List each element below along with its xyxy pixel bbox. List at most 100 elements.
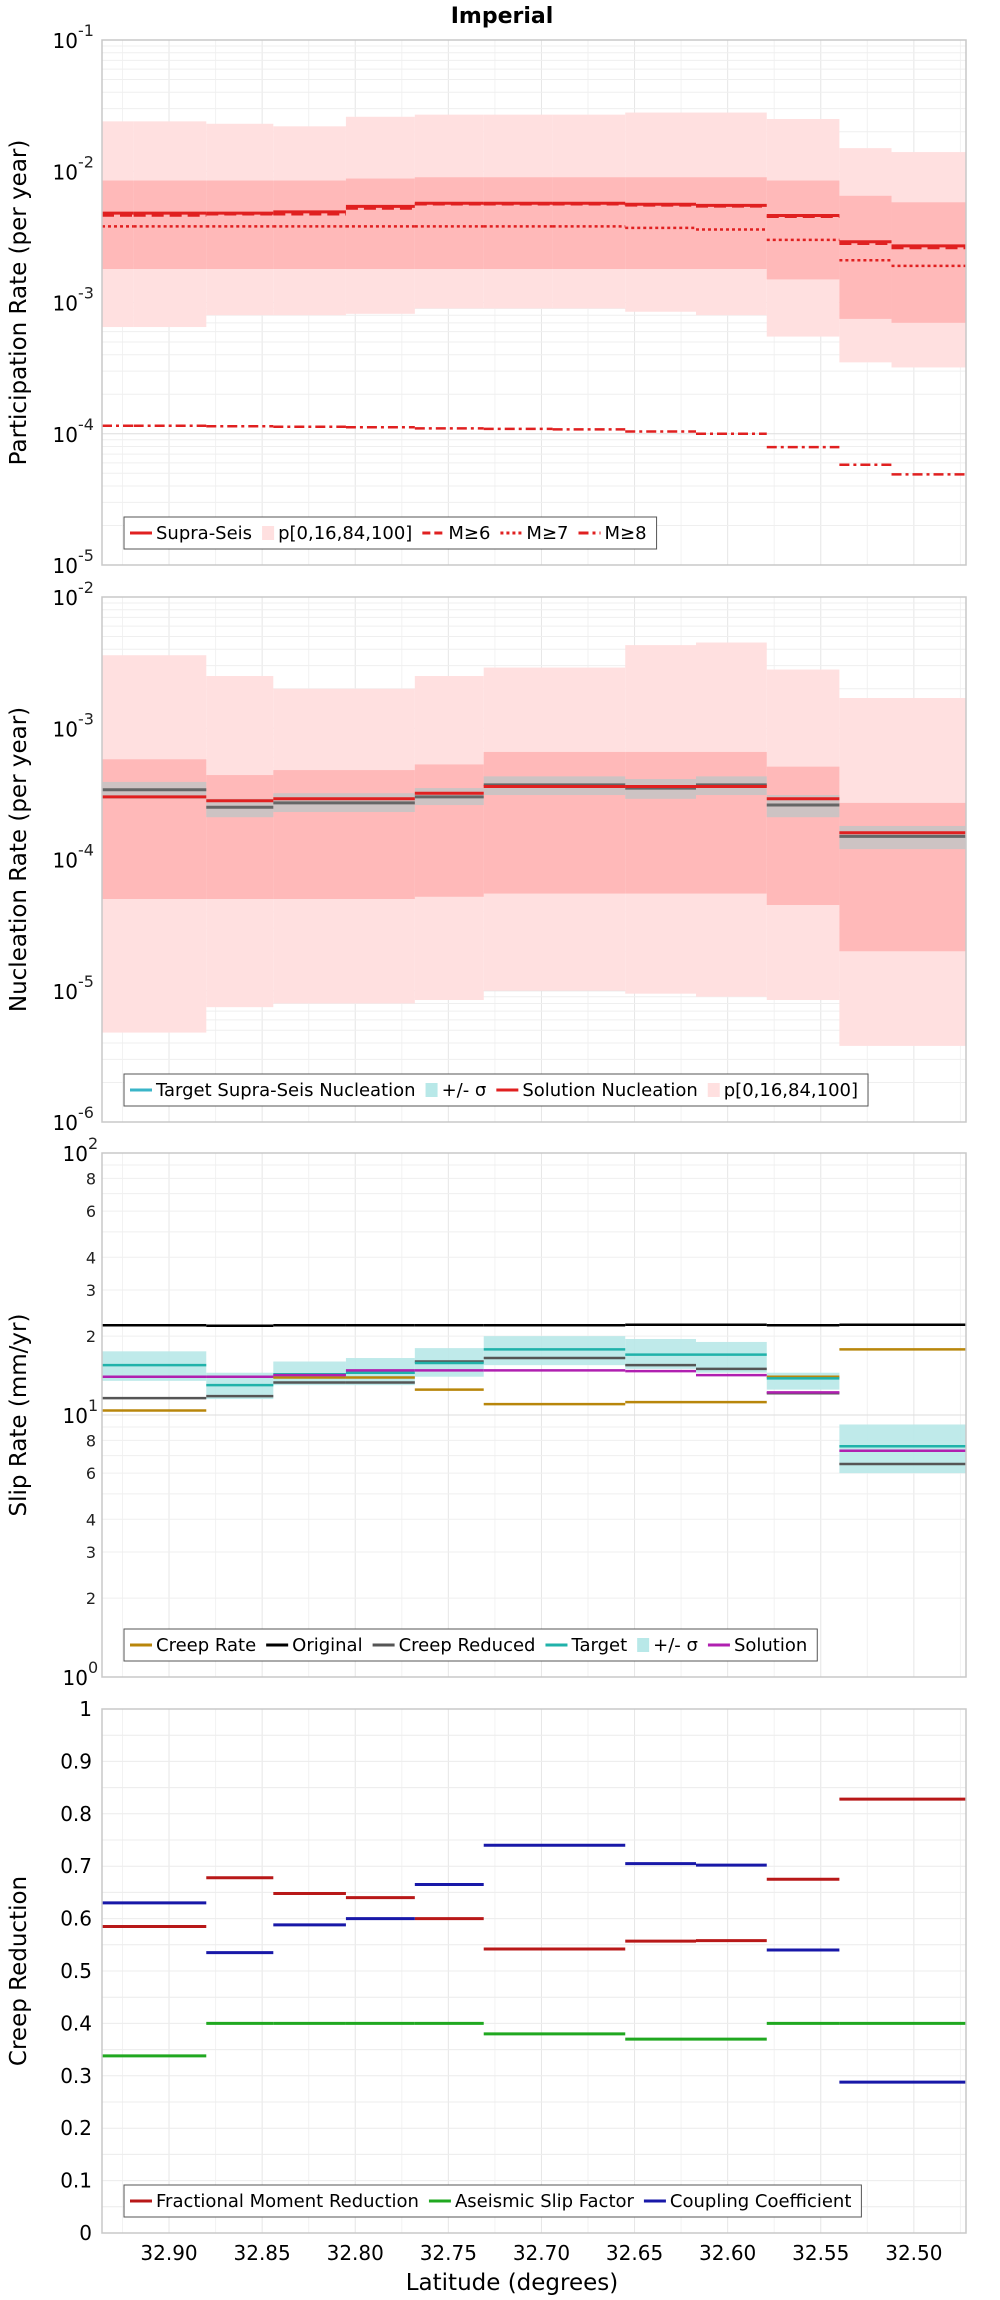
y-tick-label: 10	[63, 1142, 88, 1166]
series-target-supra-seis-nucleation	[102, 783, 966, 838]
y-tick-label: 0.9	[60, 1749, 92, 1773]
series-aseismic-slip-factor	[102, 2021, 966, 2058]
x-tick-label: 32.80	[327, 2241, 384, 2265]
legend-swatch	[262, 526, 275, 540]
legend-item: p[0,16,84,100]	[707, 1080, 858, 1101]
legend-item: Original	[266, 1635, 363, 1656]
grid	[102, 1153, 966, 1678]
x-tick-label: 32.50	[885, 2241, 942, 2265]
y-tick-exponent: 2	[88, 1134, 98, 1153]
y-tick-exponent: -3	[78, 709, 94, 728]
y-tick-exponent: -2	[78, 152, 94, 171]
y-axis-label: Slip Rate (mm/yr)	[6, 1314, 32, 1517]
y-tick-label: 0.6	[60, 1907, 92, 1931]
legend-label: +/- σ	[442, 1080, 487, 1101]
y-tick-label: 0	[79, 2221, 92, 2245]
series-fractional-moment-reduction	[102, 1797, 966, 1951]
y-tick-label: 0.2	[60, 2116, 92, 2140]
legend-item: Solution Nucleation	[496, 1080, 698, 1101]
y-tick-label: 10	[53, 292, 78, 316]
legend-swatch	[707, 1083, 720, 1097]
band-inner	[102, 759, 207, 900]
legend-label: Target	[570, 1635, 627, 1656]
legend-item: Target	[545, 1635, 627, 1656]
y-minor-tick-label: 2	[86, 1589, 96, 1608]
legend-item: M≥7	[500, 523, 569, 544]
series-solution-nucleation	[102, 784, 966, 835]
y-tick-exponent: -4	[78, 841, 94, 860]
band-inner	[133, 180, 207, 269]
y-tick-exponent: 1	[88, 1396, 98, 1415]
band-inner	[273, 180, 346, 269]
y-tick-label: 10	[53, 849, 78, 873]
y-minor-tick-label: 8	[86, 1431, 96, 1450]
plot-frame	[101, 1152, 967, 1678]
legend-label: Creep Rate	[156, 1635, 256, 1656]
x-tick-label: 32.90	[140, 2241, 197, 2265]
band-inner	[625, 177, 696, 269]
legend-item: Creep Reduced	[372, 1635, 536, 1656]
legend-box	[123, 516, 658, 550]
band-inner	[414, 764, 484, 897]
y-tick-label: 0.5	[60, 1959, 92, 1983]
y-ticks: 10-610-510-410-310-2	[53, 578, 94, 1135]
legend-label: Coupling Coefficient	[670, 2191, 851, 2212]
y-tick-exponent: 0	[88, 1658, 98, 1677]
y-tick-label: 10	[63, 1404, 88, 1428]
band-inner	[414, 177, 484, 269]
legend: Fractional Moment Reduction Aseismic Slip…	[123, 2184, 862, 2218]
y-tick-exponent: -1	[78, 21, 94, 40]
legend-label: Creep Reduced	[399, 1635, 536, 1656]
y-tick-label: 10	[53, 423, 78, 447]
y-minor-tick-label: 4	[86, 1248, 96, 1267]
band-inner	[696, 177, 767, 269]
band-inner	[206, 180, 274, 269]
band-inner	[483, 177, 553, 269]
plot-frame	[101, 1708, 967, 2234]
band-sigma	[766, 1372, 840, 1390]
legend-item: Aseismic Slip Factor	[428, 2191, 635, 2212]
legend-item: +/- σ	[637, 1635, 698, 1656]
legend-item: p[0,16,84,100]	[262, 523, 412, 544]
series-original	[102, 1323, 966, 1328]
legend-item: Creep Rate	[130, 1635, 256, 1656]
legend-box	[123, 1073, 869, 1107]
legend-label: Supra-Seis	[156, 523, 252, 544]
legend-swatch	[425, 1083, 438, 1097]
band-inner	[625, 751, 696, 894]
legend-item: Target Supra-Seis Nucleation	[130, 1080, 416, 1101]
band-inner	[839, 802, 966, 952]
y-ticks: 0 0.1 0.2 0.3 0.4 0.5 0.6 0.7 0.8 0.9 1	[60, 1697, 92, 2245]
y-tick-label: 1	[79, 1697, 92, 1721]
data-layer	[102, 1797, 966, 2084]
y-tick-exponent: -6	[78, 1103, 94, 1122]
legend-item: Fractional Moment Reduction	[130, 2191, 419, 2212]
y-tick-label: 0.4	[60, 2011, 92, 2035]
legend-label: Fractional Moment Reduction	[156, 2191, 419, 2212]
series-m-7	[102, 225, 966, 268]
legend-item: M≥6	[422, 523, 490, 544]
series-coupling-coefficient	[102, 1843, 966, 2084]
y-tick-exponent: -5	[78, 546, 94, 565]
y-minor-tick-label: 6	[86, 1202, 96, 1221]
y-tick-label: 10	[53, 1111, 78, 1135]
band-inner	[891, 202, 966, 323]
y-tick-label: 10	[53, 586, 78, 610]
band-inner	[696, 751, 767, 894]
x-tick-label: 32.70	[513, 2241, 570, 2265]
y-minor-tick-label: 3	[86, 1281, 96, 1300]
legend-label: M≥8	[605, 523, 647, 544]
y-tick-label: 0.1	[60, 2169, 92, 2193]
x-ticks: 32.90 32.85 32.80 32.75 32.70 32.65 32.60 32.55…	[140, 2241, 942, 2265]
series-solution	[102, 1369, 966, 1453]
y-tick-exponent: -3	[78, 284, 94, 303]
y-tick-label: 0.3	[60, 2064, 92, 2088]
grid	[102, 1708, 966, 2234]
x-tick-label: 32.65	[606, 2241, 663, 2265]
y-minor-tick-label: 6	[86, 1464, 96, 1483]
y-minor-tick-label: 8	[86, 1169, 96, 1188]
